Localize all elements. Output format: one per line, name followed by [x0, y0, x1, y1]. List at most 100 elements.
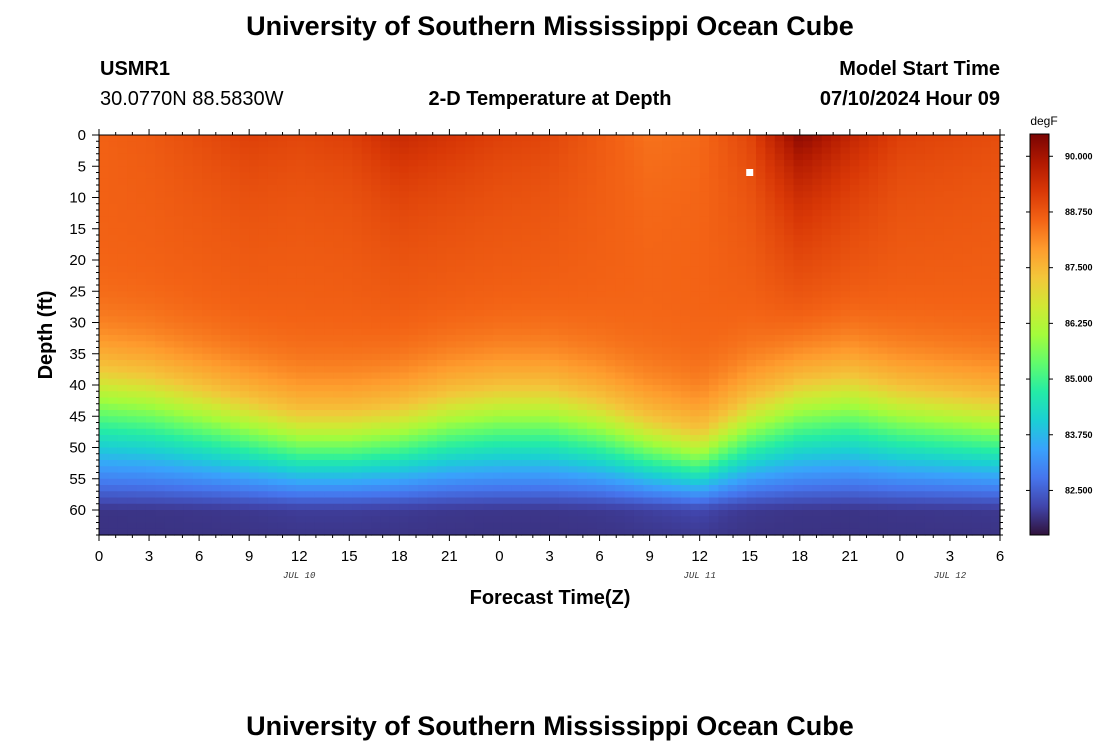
heatmap-cell	[333, 253, 344, 261]
heatmap-cell	[727, 441, 738, 449]
heatmap-cell	[136, 303, 147, 311]
heatmap-cell	[549, 185, 560, 192]
heatmap-cell	[249, 303, 260, 311]
heatmap-cell	[136, 153, 147, 161]
heatmap-cell	[774, 491, 785, 499]
heatmap-cell	[230, 135, 241, 142]
heatmap-cell	[587, 316, 598, 324]
heatmap-cell	[821, 185, 832, 192]
heatmap-cell	[493, 335, 504, 342]
heatmap-cell	[502, 210, 513, 217]
heatmap-cell	[821, 441, 832, 449]
heatmap-cell	[615, 135, 626, 142]
heatmap-cell	[108, 166, 119, 174]
heatmap-cell	[333, 328, 344, 336]
heatmap-cell	[483, 510, 494, 517]
heatmap-cell	[277, 247, 288, 255]
heatmap-cell	[277, 341, 288, 349]
heatmap-cell	[699, 228, 710, 236]
heatmap-cell	[521, 141, 532, 149]
heatmap-cell	[286, 510, 297, 517]
heatmap-cell	[643, 347, 654, 355]
heatmap-cell	[521, 210, 532, 217]
heatmap-cell	[802, 141, 813, 149]
heatmap-cell	[352, 397, 363, 405]
heatmap-cell	[540, 135, 551, 142]
heatmap-cell	[333, 403, 344, 411]
heatmap-cell	[239, 185, 250, 192]
heatmap-cell	[408, 416, 419, 424]
heatmap-cell	[399, 360, 410, 367]
heatmap-cell	[699, 403, 710, 411]
heatmap-cell	[699, 203, 710, 211]
heatmap-cell	[802, 216, 813, 224]
heatmap-cell	[258, 266, 269, 274]
heatmap-cell	[577, 510, 588, 517]
heatmap-cell	[699, 160, 710, 167]
heatmap-cell	[737, 310, 748, 317]
heatmap-cell	[239, 303, 250, 311]
heatmap-cell	[267, 372, 278, 380]
heatmap-cell	[521, 335, 532, 342]
heatmap-cell	[511, 478, 522, 486]
heatmap-cell	[577, 503, 588, 511]
heatmap-cell	[643, 153, 654, 161]
heatmap-cell	[324, 178, 335, 186]
heatmap-cell	[587, 266, 598, 274]
heatmap-cell	[558, 428, 569, 436]
heatmap-cell	[380, 166, 391, 174]
heatmap-cell	[765, 141, 776, 149]
heatmap-cell	[718, 447, 729, 455]
heatmap-cell	[221, 385, 231, 392]
heatmap-cell	[605, 285, 616, 292]
heatmap-cell	[558, 222, 569, 230]
heatmap-cell	[258, 335, 269, 342]
heatmap-cell	[436, 416, 447, 424]
heatmap-cell	[314, 528, 325, 536]
heatmap-cell	[549, 360, 560, 367]
heatmap-cell	[324, 441, 335, 449]
heatmap-cell	[483, 272, 494, 280]
heatmap-cell	[305, 485, 316, 492]
heatmap-cell	[380, 191, 391, 199]
heatmap-cell	[465, 272, 476, 280]
heatmap-cell	[793, 478, 804, 486]
heatmap-cell	[286, 385, 297, 392]
heatmap-cell	[802, 347, 813, 355]
heatmap-cell	[324, 278, 335, 286]
heatmap-cell	[727, 403, 738, 411]
heatmap-cell	[605, 460, 616, 467]
heatmap-cell	[793, 403, 804, 411]
heatmap-cell	[577, 516, 588, 524]
heatmap-cell	[408, 272, 419, 280]
heatmap-cell	[455, 447, 466, 455]
heatmap-cell	[633, 347, 644, 355]
heatmap-cell	[267, 203, 278, 211]
heatmap-cell	[709, 528, 720, 536]
heatmap-cell	[802, 403, 813, 411]
heatmap-cell	[324, 285, 335, 292]
heatmap-cell	[296, 453, 307, 461]
heatmap-cell	[624, 528, 635, 536]
heatmap-cell	[793, 160, 804, 167]
heatmap-cell	[765, 147, 776, 155]
heatmap-cell	[164, 203, 175, 211]
heatmap-cell	[596, 341, 607, 349]
heatmap-cell	[164, 347, 175, 355]
heatmap-cell	[549, 397, 560, 405]
heatmap-cell	[343, 228, 354, 236]
heatmap-cell	[239, 472, 250, 480]
heatmap-cell	[174, 235, 185, 242]
heatmap-cell	[145, 235, 156, 242]
heatmap-cell	[765, 453, 776, 461]
heatmap-cell	[765, 416, 776, 424]
heatmap-cell	[99, 353, 109, 361]
heatmap-cell	[145, 222, 156, 230]
heatmap-cell	[530, 310, 541, 317]
heatmap-cell	[615, 197, 626, 205]
heatmap-cell	[192, 303, 203, 311]
heatmap-cell	[793, 247, 804, 255]
heatmap-cell	[511, 147, 522, 155]
heatmap-cell	[436, 410, 447, 417]
heatmap-cell	[211, 322, 222, 330]
